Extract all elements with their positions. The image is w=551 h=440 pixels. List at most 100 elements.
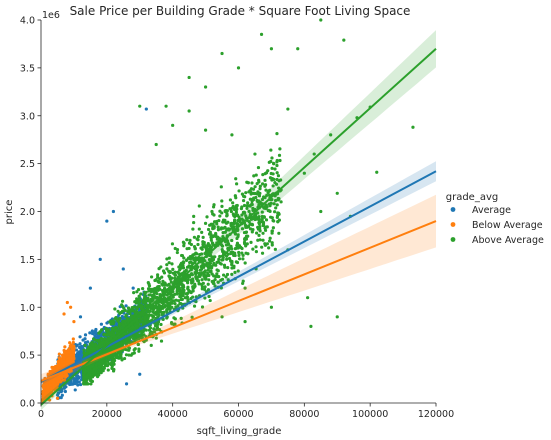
y-ticks: 0.00.51.01.52.02.53.03.54.0 [20, 16, 41, 410]
data-point [208, 223, 212, 227]
data-point [251, 247, 255, 251]
data-point [250, 197, 255, 201]
data-point [296, 47, 300, 51]
data-point [78, 354, 82, 359]
y-tick-label: 0.0 [20, 399, 35, 410]
data-point [254, 195, 258, 200]
data-point [212, 226, 216, 230]
data-point [277, 212, 281, 216]
data-point [335, 315, 339, 319]
data-point [270, 243, 274, 247]
data-point [261, 220, 266, 225]
data-point [139, 320, 144, 324]
x-tick-label: 60000 [223, 409, 253, 420]
data-point [127, 353, 131, 357]
data-point [55, 378, 59, 382]
data-point [136, 287, 141, 292]
data-point [243, 261, 247, 265]
data-point [236, 66, 241, 70]
data-point [256, 165, 261, 170]
data-point [83, 343, 87, 347]
data-point [218, 254, 222, 259]
data-point [205, 244, 209, 248]
data-point [183, 296, 187, 300]
data-point [267, 246, 271, 250]
data-point [54, 383, 58, 387]
data-point [263, 242, 267, 246]
data-point [260, 182, 265, 186]
data-point [154, 288, 159, 292]
data-point [45, 379, 49, 383]
data-point [65, 300, 69, 305]
data-point [185, 247, 189, 251]
data-point [111, 345, 116, 350]
data-point [137, 347, 141, 351]
data-point [180, 254, 185, 258]
data-point [186, 281, 190, 285]
data-point [234, 177, 238, 181]
data-point [216, 228, 221, 232]
data-point [157, 280, 161, 284]
data-point [78, 315, 83, 319]
data-point [215, 219, 219, 224]
data-point [179, 297, 183, 302]
data-point [107, 356, 111, 360]
data-point [267, 239, 272, 243]
data-point [159, 322, 163, 327]
data-point [76, 383, 80, 387]
data-point [248, 189, 252, 193]
data-point [50, 371, 54, 375]
data-point [126, 318, 130, 322]
data-point [42, 386, 46, 390]
data-point [97, 362, 101, 366]
data-point [275, 171, 279, 175]
data-point [261, 231, 265, 235]
data-point [227, 248, 231, 252]
data-point [241, 198, 246, 203]
data-point [221, 257, 225, 261]
data-point [204, 277, 208, 281]
data-point [56, 366, 60, 370]
data-point [319, 18, 323, 22]
data-point [108, 320, 112, 324]
data-point [180, 283, 185, 287]
data-point [118, 350, 122, 355]
y-tick-label: 4.0 [20, 16, 35, 27]
data-point [113, 316, 117, 321]
data-point [259, 32, 264, 36]
data-point [173, 273, 177, 277]
data-point [286, 107, 290, 111]
data-point [264, 188, 268, 192]
y-tick-label: 0.5 [20, 351, 35, 362]
data-point [240, 227, 245, 231]
data-point [263, 228, 268, 232]
data-point [235, 203, 239, 208]
data-point [254, 245, 258, 249]
data-point [192, 304, 197, 308]
data-point [98, 330, 102, 334]
data-point [122, 341, 126, 345]
data-point [189, 242, 194, 247]
data-point [205, 215, 209, 219]
data-point [161, 305, 165, 310]
data-point [225, 272, 230, 277]
data-point [149, 275, 154, 279]
data-point [197, 204, 201, 208]
data-point [261, 173, 265, 177]
data-point [277, 231, 281, 235]
data-point [209, 238, 213, 242]
y-axis-offset-label: 1e6 [42, 10, 60, 21]
data-point [219, 226, 224, 230]
data-point [152, 291, 157, 295]
data-point [154, 336, 158, 340]
data-point [165, 308, 169, 312]
data-point [188, 257, 192, 261]
data-point [242, 203, 247, 208]
data-point [75, 353, 79, 357]
data-point [216, 269, 220, 273]
data-point [218, 261, 222, 265]
data-point [151, 315, 155, 319]
data-point [241, 281, 245, 286]
data-point [137, 294, 141, 298]
data-point [233, 206, 237, 210]
